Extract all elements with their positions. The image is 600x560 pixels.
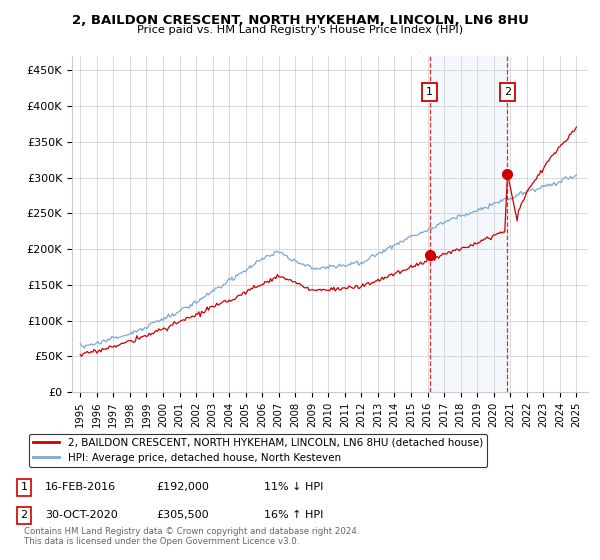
Legend: 2, BAILDON CRESCENT, NORTH HYKEHAM, LINCOLN, LN6 8HU (detached house), HPI: Aver: 2, BAILDON CRESCENT, NORTH HYKEHAM, LINC… [29, 433, 487, 467]
Bar [430, 56, 508, 392]
Text: Contains HM Land Registry data © Crown copyright and database right 2024.
This d: Contains HM Land Registry data © Crown c… [24, 526, 359, 546]
Text: 2: 2 [20, 510, 28, 520]
Text: 2: 2 [504, 87, 511, 97]
Text: 30-OCT-2020: 30-OCT-2020 [45, 510, 118, 520]
Text: 11% ↓ HPI: 11% ↓ HPI [264, 482, 323, 492]
Text: 1: 1 [426, 87, 433, 97]
Text: 2, BAILDON CRESCENT, NORTH HYKEHAM, LINCOLN, LN6 8HU: 2, BAILDON CRESCENT, NORTH HYKEHAM, LINC… [71, 14, 529, 27]
Text: £192,000: £192,000 [156, 482, 209, 492]
Text: £305,500: £305,500 [156, 510, 209, 520]
Text: Price paid vs. HM Land Registry's House Price Index (HPI): Price paid vs. HM Land Registry's House … [137, 25, 463, 35]
Text: 1: 1 [20, 482, 28, 492]
Text: 16% ↑ HPI: 16% ↑ HPI [264, 510, 323, 520]
Text: 16-FEB-2016: 16-FEB-2016 [45, 482, 116, 492]
